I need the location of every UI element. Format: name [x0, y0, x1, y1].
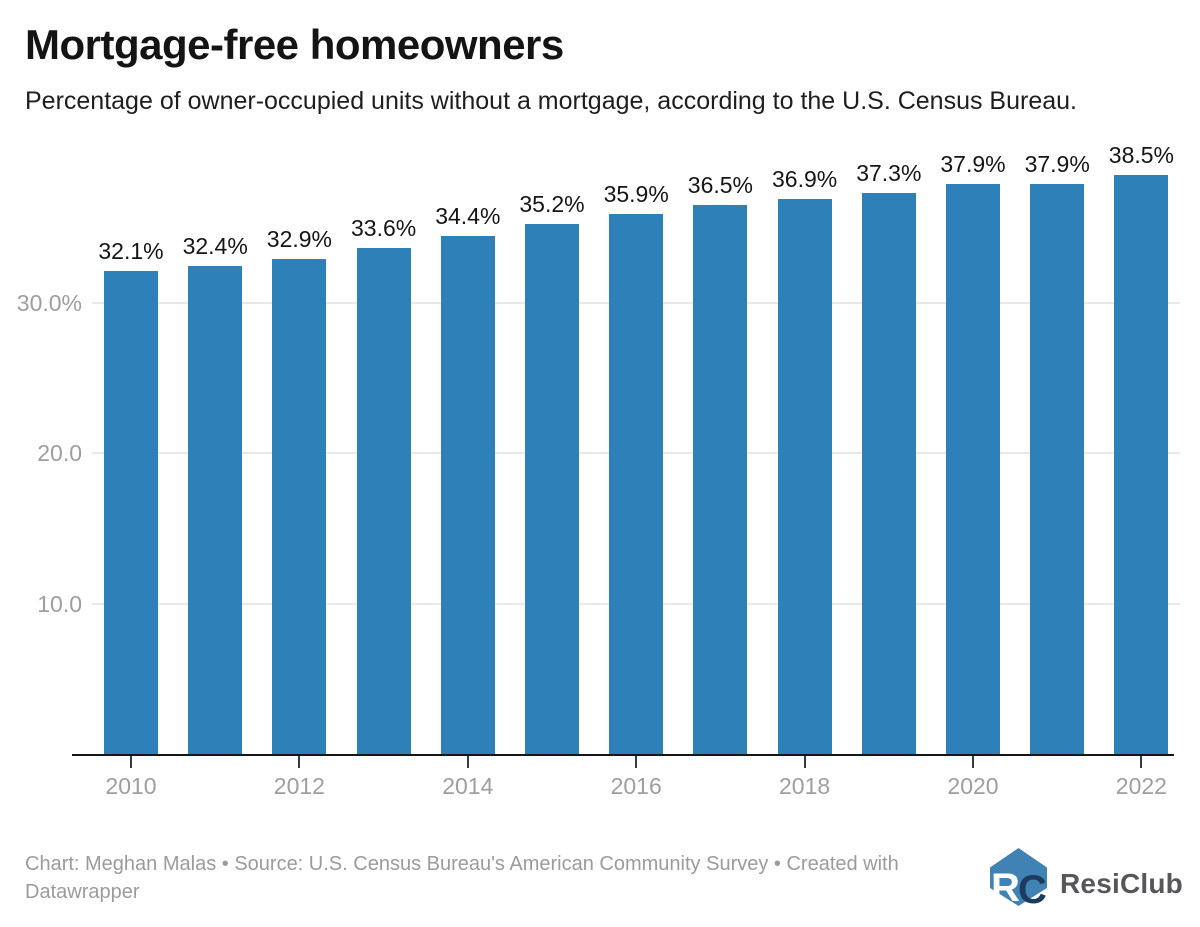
bar-2020 [946, 183, 1000, 754]
bar-2016 [609, 213, 664, 754]
bar-2022 [1114, 174, 1169, 754]
bar-2018 [777, 198, 832, 754]
bar-2010 [104, 270, 158, 754]
bar-2017 [693, 204, 748, 754]
bar-value-label-2014: 34.4% [435, 203, 501, 230]
bar-2013 [356, 248, 411, 754]
bar-2021 [1030, 183, 1085, 754]
attribution-text: Chart: Meghan Malas • Source: U.S. Censu… [25, 850, 965, 906]
bar-2011 [188, 266, 243, 754]
x-axis-tick-mark-2022 [1140, 756, 1143, 768]
x-axis-tick-label-2022: 2022 [1115, 773, 1167, 799]
logo-letter-c: C [1018, 868, 1047, 912]
x-axis-tick-mark-2014 [466, 756, 469, 768]
y-axis-tick-label: 10.0 [37, 590, 82, 617]
x-axis-tick-label-2010: 2010 [105, 773, 157, 799]
bar-2019 [861, 192, 916, 754]
bar-value-label-2011: 32.4% [182, 233, 248, 260]
x-axis-tick-mark-2016 [635, 756, 638, 768]
x-axis-tick-label-2014: 2014 [442, 773, 494, 799]
bar-2014 [440, 236, 495, 754]
bar-2012 [272, 258, 327, 754]
y-axis-tick-label: 30.0% [16, 289, 82, 316]
bar-value-label-2021: 37.9% [1024, 150, 1090, 177]
bar-value-label-2020: 37.9% [940, 150, 1006, 177]
bar-value-label-2010: 32.1% [98, 237, 164, 264]
x-axis-tick-mark-2020 [972, 756, 974, 768]
chart-title: Mortgage-free homeowners [25, 21, 564, 68]
x-axis-tick-mark-2018 [803, 756, 806, 768]
bar-value-label-2018: 36.9% [771, 165, 838, 192]
y-axis-tick-label: 20.0 [37, 440, 82, 466]
attribution-line2: Datawrapper [25, 881, 140, 903]
logo-house-shape [990, 848, 1047, 906]
x-axis-tick-label-2012: 2012 [273, 773, 325, 799]
bar-value-label-2013: 33.6% [350, 215, 417, 242]
x-axis-tick-mark-2010 [130, 756, 132, 768]
bar-value-label-2022: 38.5% [1108, 141, 1174, 168]
x-axis-line [72, 754, 1174, 756]
plot-area: 30.0% 20.0 10.0 32.1% 32.4% 32.9% 33.6% 34.4% 35… [16, 141, 1180, 799]
x-axis-tick-mark-2012 [298, 756, 301, 768]
bar-value-label-2015: 35.2% [519, 191, 585, 218]
resiclub-logo-text: ResiClub [1060, 868, 1183, 899]
x-axis-tick-label-2018: 2018 [779, 773, 831, 799]
attribution-line1: Chart: Meghan Malas • Source: U.S. Censu… [25, 853, 899, 875]
chart-subtitle: Percentage of owner-occupied units witho… [25, 87, 1077, 115]
bar-2015 [525, 224, 579, 754]
logo-letter-r: R [991, 866, 1020, 910]
bar-value-label-2017: 36.5% [687, 171, 753, 198]
resiclub-logo: R C ResiClub [990, 846, 1200, 918]
bar-value-label-2012: 32.9% [266, 225, 332, 252]
x-axis-tick-label-2016: 2016 [610, 773, 662, 799]
bar-value-label-2016: 35.9% [603, 180, 669, 207]
bar-value-label-2019: 37.3% [856, 159, 922, 186]
x-axis-tick-label-2020: 2020 [947, 773, 999, 799]
resiclub-house-icon: R C [990, 848, 1047, 912]
